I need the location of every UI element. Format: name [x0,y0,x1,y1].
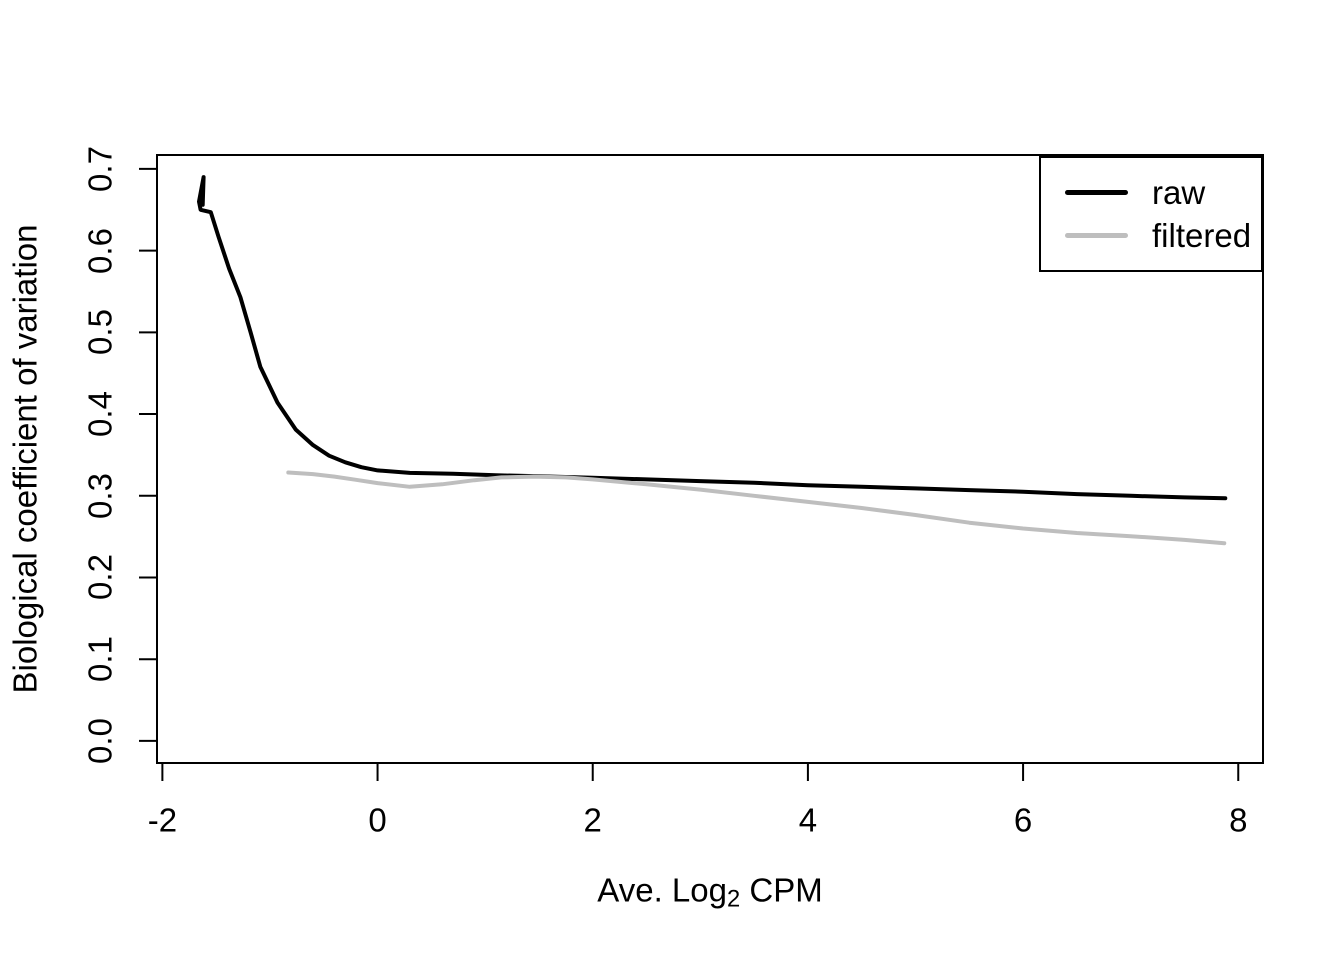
legend-line-sample-raw [1065,190,1128,195]
plot-frame [156,154,1264,764]
y-tick-label-0.1: 0.1 [81,636,119,683]
x-axis-title-pre: Ave. Log [597,871,727,909]
legend-label-filtered: filtered [1152,217,1252,254]
y-tick-label-0.6: 0.6 [81,227,119,274]
x-tick-label-0: 0 [368,801,387,839]
legend-entry-filtered: filtered [1041,218,1261,254]
x-tick-label-8: 8 [1229,801,1248,839]
raw-line [197,175,1228,501]
legend-line-sample-filtered [1065,233,1128,238]
legend-label-raw: raw [1152,174,1206,211]
x-axis-title-post: CPM [740,871,823,909]
y-tick-label-0.3: 0.3 [81,472,119,519]
y-axis-title: Biological coefficient of variation [6,224,44,694]
filtered-line [286,470,1227,546]
y-tick-label-0.4: 0.4 [81,391,119,437]
x-axis-title-subscript: 2 [726,885,741,913]
legend-entry-raw: raw [1041,175,1261,211]
y-tick-label-0.2: 0.2 [81,554,119,601]
y-tick-label-0.0: 0.0 [81,717,119,764]
y-tick-label-0.7: 0.7 [81,145,119,192]
legend: raw filtered [1039,156,1263,272]
y-tick-label-0.5: 0.5 [81,309,119,356]
x-tick-label-6: 6 [1013,801,1033,839]
x-tick-label--2: -2 [147,801,178,839]
x-tick-label-4: 4 [798,801,818,839]
x-axis-title: Ave. Log2 CPM [597,871,823,912]
x-tick-label-2: 2 [583,801,602,839]
